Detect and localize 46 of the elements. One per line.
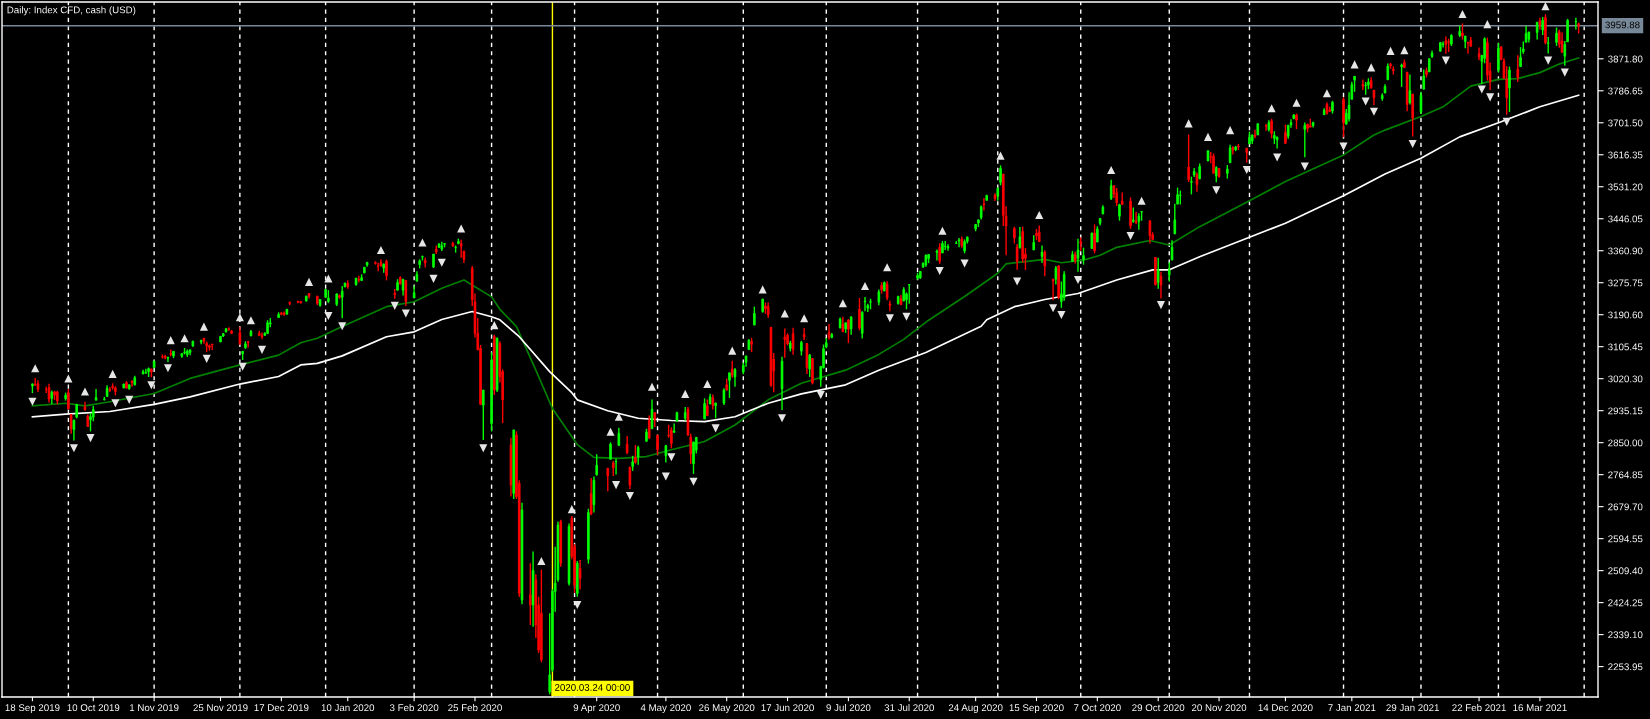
y-tick-label: 3360.90 (1608, 247, 1643, 255)
x-tick-label: 29 Oct 2020 (1132, 704, 1185, 712)
y-tick-label: 3616.35 (1608, 151, 1643, 159)
x-tick-label: 25 Nov 2019 (193, 704, 248, 712)
y-tick-label: 2679.70 (1608, 503, 1643, 511)
y-tick-label: 3446.05 (1608, 215, 1643, 223)
x-tick-label: 31 Jul 2020 (884, 703, 935, 712)
y-tick-label: 3105.45 (1608, 343, 1643, 351)
x-tick-label: 10 Oct 2019 (67, 704, 120, 712)
y-tick-label: 3190.60 (1608, 311, 1643, 319)
x-tick-label: 9 Jul 2020 (826, 703, 871, 712)
x-tick-label: 7 Jan 2021 (1328, 704, 1376, 712)
x-tick-label: 18 Sep 2019 (5, 704, 60, 714)
y-tick-label: 3531.20 (1608, 183, 1643, 191)
x-tick-label: 3 Feb 2020 (389, 703, 439, 712)
y-tick-label: 3020.30 (1608, 375, 1643, 383)
y-tick-label: 3786.65 (1608, 87, 1643, 95)
x-tick-label: 1 Nov 2019 (130, 704, 179, 712)
x-tick-label: 15 Sep 2020 (1009, 704, 1064, 714)
y-tick-label: 2253.95 (1608, 663, 1643, 671)
y-tick-label: 2339.10 (1608, 631, 1643, 639)
x-tick-label: 7 Oct 2020 (1074, 704, 1121, 712)
y-tick-label: 2594.55 (1608, 535, 1643, 543)
y-tick-label: 2935.15 (1608, 407, 1643, 415)
x-tick-label: 16 Mar 2021 (1513, 704, 1567, 712)
y-tick-label: 2509.40 (1608, 567, 1643, 575)
x-tick-label: 24 Aug 2020 (948, 704, 1003, 714)
x-tick-label: 10 Jan 2020 (321, 704, 375, 712)
y-tick-label: 2850.00 (1608, 439, 1643, 447)
x-tick-label: 9 Apr 2020 (573, 704, 620, 714)
y-tick-label: 2764.85 (1608, 471, 1643, 479)
x-tick-label: 4 May 2020 (640, 704, 691, 714)
y-tick-label: 3871.80 (1608, 55, 1643, 63)
ref-line-label: 3959.88 (1605, 21, 1640, 29)
ref-line-label: 2020.03.24 00:00 (555, 684, 630, 691)
x-tick-label: 22 Feb 2021 (1452, 703, 1506, 712)
y-tick-label: 2424.25 (1608, 599, 1643, 607)
y-tick-label: 3275.75 (1608, 279, 1643, 287)
x-tick-label: 25 Feb 2020 (448, 703, 502, 712)
x-tick-label: 29 Jan 2021 (1386, 704, 1439, 712)
x-tick-label: 20 Nov 2020 (1191, 704, 1247, 712)
x-tick-label: 17 Jun 2020 (761, 704, 814, 712)
y-tick-label: 3701.50 (1608, 119, 1643, 127)
x-tick-label: 14 Dec 2020 (1258, 704, 1313, 712)
x-tick-label: 17 Dec 2019 (254, 704, 309, 712)
x-tick-label: 26 May 2020 (699, 704, 755, 714)
